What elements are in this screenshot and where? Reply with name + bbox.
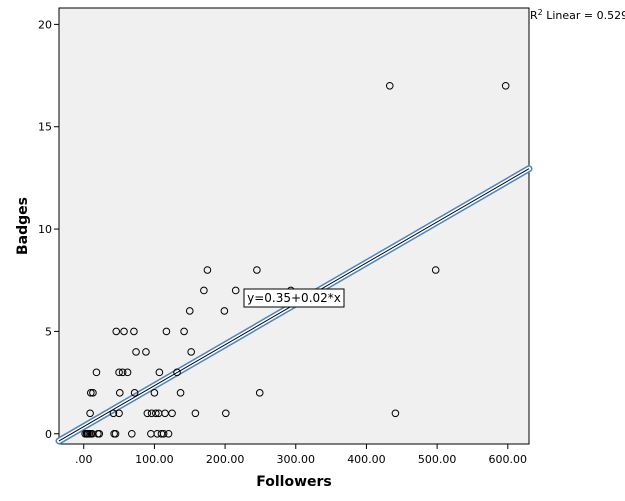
x-tick-label: 200.00 [206,453,245,466]
data-point [152,409,160,418]
y-tick-label: 20 [38,18,52,31]
x-tick-label: 300.00 [277,453,316,466]
data-point [120,327,128,336]
data-point [115,389,124,397]
data-point [115,409,123,418]
data-point [220,307,229,315]
data-point [86,409,94,418]
y-tick-label: 5 [45,325,52,338]
data-point [253,266,261,274]
x-tick-label: 500.00 [418,453,457,466]
data-point [143,409,152,418]
data-point [501,81,510,90]
data-point [89,389,97,397]
x-axis-title: Followers [256,474,332,490]
data-point [180,327,188,336]
data-point [159,429,168,438]
data-point [155,368,164,377]
axes: .00 100.00 200.00 300.00 400.00 500.00 600.00 0… [38,18,527,466]
x-tick-label: .00 [75,453,93,466]
r2-label-prefix: R [530,9,538,22]
y-tick-label: 10 [38,223,52,236]
data-point [130,389,139,397]
data-point [111,429,120,438]
data-point [173,368,181,377]
data-point [185,307,194,315]
r2-label: R2 Linear = 0.529 [530,8,625,22]
data-point [162,327,171,336]
data-point [221,409,230,418]
data-point [118,368,127,377]
r2-label-text: Linear = 0.529 [543,9,625,22]
equation-label: y=0.35+0.02*x [247,291,341,305]
data-point [92,368,101,377]
data-point [200,286,208,295]
data-point [123,368,132,377]
data-point [168,409,176,418]
data-point [112,327,121,336]
data-point [164,429,173,438]
data-points [81,81,510,438]
x-tick-label: 600.00 [489,453,528,466]
y-axis-title: Badges [15,197,31,255]
data-point [130,327,138,336]
data-point [385,81,394,90]
data-point [132,348,140,356]
data-point [87,389,95,397]
data-point [431,266,440,274]
data-point [150,389,159,397]
y-tick-label: 15 [38,121,52,134]
data-point [231,286,240,295]
data-point [255,389,264,397]
data-point [176,389,185,397]
equation-box-frame [243,288,345,308]
data-point [187,348,195,356]
x-tick-label: 100.00 [135,453,174,466]
data-point [142,348,150,356]
plot-background [58,7,530,445]
data-point [191,409,200,418]
data-point [95,429,104,438]
x-tick-label: 400.00 [347,453,386,466]
r2-label-superscript: 2 [538,8,543,17]
data-point [115,368,123,377]
data-point [127,429,136,438]
data-point [109,409,118,418]
data-point [203,266,212,274]
y-tick-label: 0 [45,428,52,441]
data-point [391,409,400,418]
equation-box: y=0.35+0.02*x [243,288,345,308]
